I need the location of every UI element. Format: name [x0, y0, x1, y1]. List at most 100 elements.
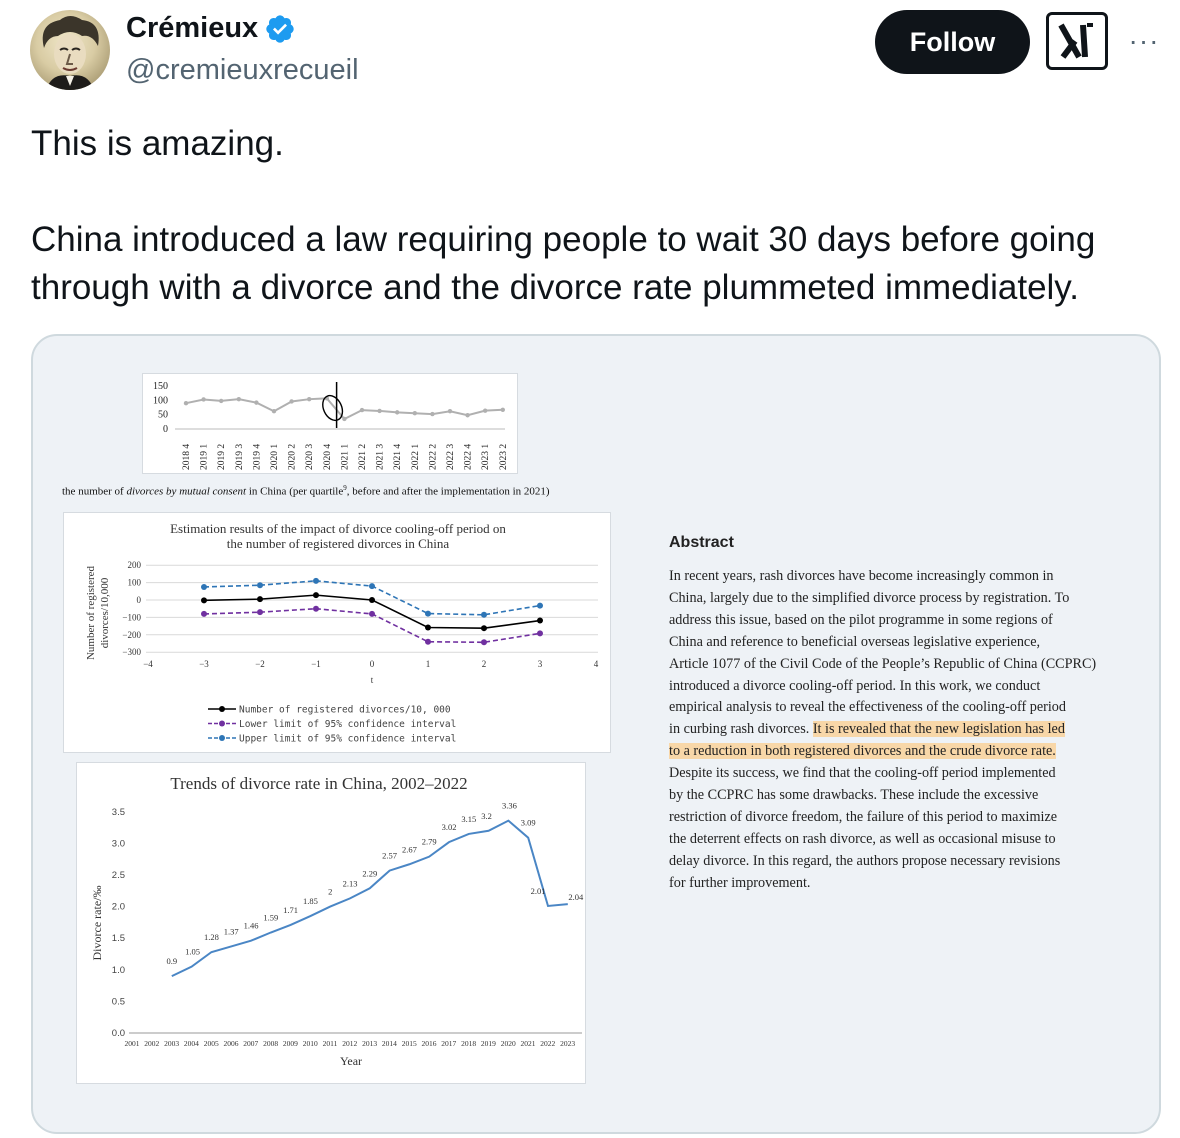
- abstract-line-text: Article 1077 of the Civil Code of the Pe…: [669, 655, 1097, 672]
- avatar[interactable]: [30, 10, 110, 90]
- chart1-xtick-16: 2022 4: [464, 444, 474, 470]
- chart1-point-12: [395, 410, 400, 415]
- chart3-data-label-0: 0.9: [166, 956, 177, 966]
- chart1-point-7: [307, 396, 312, 402]
- chart3-xtick-1: 2002: [144, 1039, 159, 1048]
- chart3-data-label-15: 3.15: [461, 814, 476, 824]
- chart1-xtick-11: 2021 3: [376, 444, 386, 470]
- chart3-data-label-20: 2.04: [568, 892, 584, 902]
- chart3-xtick-20: 2021: [521, 1039, 536, 1048]
- chart3-ytick-1: 0.5: [112, 996, 125, 1007]
- chart3-data-label-3: 1.37: [224, 926, 239, 936]
- chart1-point-15: [447, 409, 453, 414]
- chart3-xtick-15: 2016: [422, 1039, 437, 1048]
- chart2-point-1-4: [425, 638, 431, 645]
- chart3-title: Trends of divorce rate in China, 2002–20…: [170, 774, 467, 793]
- abstract-line: address this issue, based on the pilot p…: [669, 610, 1125, 632]
- chart3-xtick-9: 2010: [303, 1039, 318, 1048]
- abstract-line: in curbing rash divorces. It is revealed…: [669, 719, 1125, 741]
- abstract-line-text: China and reference to beneficial overse…: [669, 633, 1041, 650]
- abstract-line: to a reduction in both registered divorc…: [669, 741, 1125, 763]
- chart3-xtick-11: 2012: [342, 1039, 357, 1048]
- grok-icon[interactable]: [1046, 12, 1108, 70]
- chart1-xtick-1: 2019 1: [200, 444, 210, 470]
- chart1-point-6: [289, 399, 294, 404]
- chart3-xtick-4: 2005: [204, 1039, 219, 1048]
- chart2-legend-marker-0: [219, 706, 225, 712]
- chart1-point-1: [201, 397, 206, 402]
- chart3-xtick-0: 2001: [125, 1039, 140, 1048]
- abstract-line: China, largely due to the simplified div…: [669, 588, 1125, 610]
- abstract-body: In recent years, rash divorces have beco…: [669, 566, 1125, 895]
- abstract-line: introduced a divorce cooling-off period.…: [669, 676, 1125, 698]
- chart2-ylabel-line1: Number of registered: [85, 565, 97, 660]
- chart3-ytick-4: 2.0: [112, 902, 125, 913]
- abstract-line: delay divorce. In this regard, the autho…: [669, 851, 1125, 873]
- chart2-title-line2: the number of registered divorces in Chi…: [227, 536, 450, 551]
- chart2-point-1-0: [201, 610, 207, 617]
- chart2-point-0-6: [537, 617, 543, 624]
- chart1-xtick-12: 2021 4: [393, 444, 403, 470]
- chart2-point-0-2: [313, 592, 319, 599]
- abstract-line-text: in curbing rash divorces.: [669, 721, 813, 738]
- chart3-xtick-17: 2018: [461, 1039, 476, 1048]
- abstract-section: Abstract In recent years, rash divorces …: [669, 534, 1125, 895]
- chart1-point-4: [254, 400, 259, 405]
- chart1-point-11: [377, 408, 382, 414]
- tweet-line-2: China introduced a law requiring people …: [31, 220, 1096, 307]
- chart1-series-line: [185, 397, 503, 421]
- chart3-data-label-13: 2.79: [422, 837, 437, 847]
- chart3-xlabel: Year: [340, 1054, 362, 1068]
- follow-button[interactable]: Follow: [875, 10, 1030, 74]
- chart1-xtick-3: 2019 3: [235, 444, 245, 470]
- chart3-data-label-14: 3.02: [442, 822, 457, 832]
- abstract-highlight: to a reduction in both registered divorc…: [669, 743, 1056, 760]
- chart2-point-0-0: [201, 597, 207, 604]
- abstract-line: empirical analysis to reveal the effecti…: [669, 697, 1125, 719]
- abstract-line: Article 1077 of the Civil Code of the Pe…: [669, 654, 1125, 676]
- chart1-xtick-7: 2020 3: [305, 444, 315, 470]
- chart2-legend-marker-2: [219, 735, 225, 741]
- chart3-xtick-19: 2020: [501, 1039, 516, 1048]
- chart3-data-label-7: 1.85: [303, 896, 318, 906]
- more-options-icon[interactable]: ···: [1128, 25, 1160, 56]
- abstract-line: Despite its success, we find that the co…: [669, 763, 1125, 785]
- chart1-xtick-9: 2021 1: [340, 444, 350, 470]
- chart3-xtick-10: 2011: [323, 1039, 338, 1048]
- chart3-xtick-2: 2003: [164, 1039, 179, 1048]
- abstract-line: for further improvement.: [669, 873, 1125, 895]
- chart2-xtick-8: 4: [594, 659, 599, 669]
- chart1-ytick-1: 50: [158, 410, 168, 421]
- user-handle[interactable]: @cremieuxrecueil: [126, 54, 359, 86]
- chart2-xtick-6: 2: [482, 659, 487, 669]
- chart1-xtick-15: 2022 3: [446, 444, 456, 470]
- display-name[interactable]: Crémieux: [126, 12, 259, 44]
- abstract-line: restriction of divorce freedom, the fail…: [669, 807, 1125, 829]
- chart2-xtick-2: −2: [255, 659, 265, 669]
- abstract-line: by the CCPRC has some drawbacks. These i…: [669, 785, 1125, 807]
- chart2-point-0-3: [369, 597, 375, 603]
- chart3-data-label-19: 2.01: [531, 886, 546, 896]
- chart2-point-2-3: [369, 583, 375, 590]
- chart3-data-label-8: 2: [328, 887, 332, 897]
- divorce-rate-svg: Trends of divorce rate in China, 2002–20…: [90, 774, 584, 1068]
- chart1-xtick-6: 2020 2: [288, 444, 298, 470]
- chart1-xtick-2: 2019 2: [217, 444, 227, 470]
- chart1-point-17: [483, 408, 488, 413]
- abstract-line-text: delay divorce. In this regard, the autho…: [669, 852, 1061, 869]
- chart2-point-1-6: [537, 630, 543, 637]
- chart1-xtick-17: 2023 1: [481, 444, 491, 470]
- chart1-xtick-10: 2021 2: [358, 444, 368, 470]
- abstract-line-text: the deterrent effects on rash divorce, a…: [669, 830, 1056, 847]
- chart3-series-line: [171, 819, 568, 978]
- chart1-xtick-8: 2020 4: [323, 444, 333, 470]
- chart3-xtick-8: 2009: [283, 1039, 298, 1048]
- chart1-ytick-0: 0: [163, 424, 168, 435]
- chart3-ytick-2: 1.0: [112, 965, 125, 976]
- chart2-point-1-5: [481, 639, 487, 646]
- abstract-line-text: In recent years, rash divorces have beco…: [669, 568, 1054, 584]
- abstract-line-text: by the CCPRC has some drawbacks. These i…: [669, 787, 1039, 804]
- chart3-data-label-10: 2.29: [362, 868, 377, 878]
- chart1-xtick-0: 2018 4: [182, 444, 192, 470]
